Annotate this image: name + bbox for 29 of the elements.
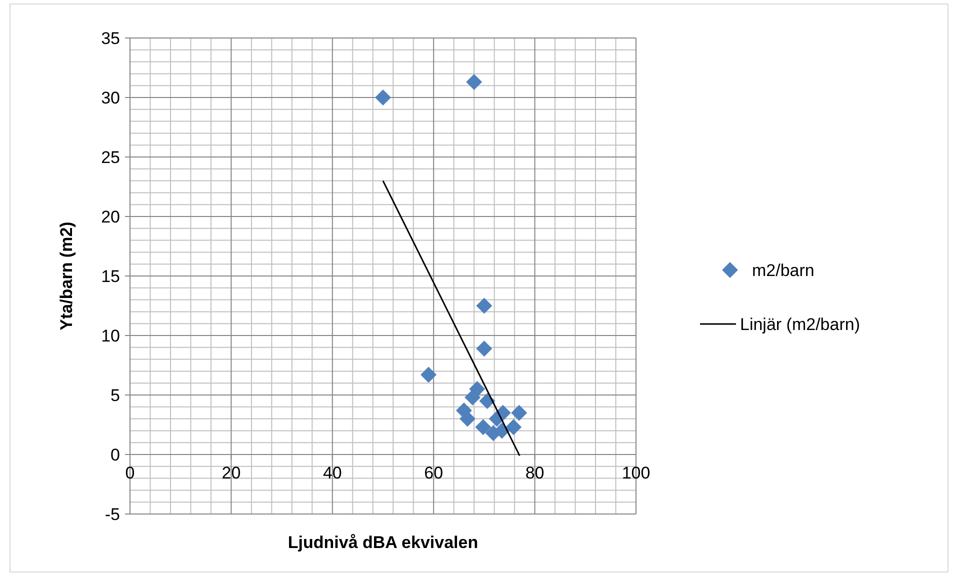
x-tick-label: 60 — [424, 464, 444, 482]
y-tick-label: 0 — [110, 445, 120, 464]
y-tick-label: 30 — [101, 88, 120, 108]
point — [511, 404, 528, 421]
x-tick-label: 20 — [222, 464, 241, 482]
point — [466, 74, 482, 90]
y-tick-label: 10 — [101, 326, 120, 346]
point — [420, 366, 437, 383]
x-tick-label: 40 — [322, 464, 342, 482]
point — [476, 340, 492, 357]
y-tick-label: 15 — [101, 266, 120, 286]
y-tick-label: 5 — [110, 386, 120, 405]
x-tick-label: 100 — [622, 464, 650, 482]
y-tick-label: 35 — [101, 28, 120, 48]
y-tick-label: -5 — [104, 504, 120, 524]
x-tick-label: 0 — [125, 464, 135, 482]
point — [476, 298, 492, 314]
legend-label: Linjär (m2/barn) — [740, 314, 860, 334]
point — [464, 389, 481, 406]
x-tick-label: 80 — [525, 464, 544, 482]
point — [375, 90, 391, 106]
x-axis-title: Ljudnivå dBA ekvivalen — [288, 533, 478, 552]
point — [475, 419, 492, 436]
y-tick-label: 20 — [101, 207, 120, 226]
y-tick-label: 25 — [101, 148, 120, 167]
legend-label: m2/barn — [752, 260, 814, 280]
y-axis-title: Yta/barn (m2) — [57, 222, 76, 330]
point — [506, 419, 522, 436]
point — [460, 410, 476, 427]
